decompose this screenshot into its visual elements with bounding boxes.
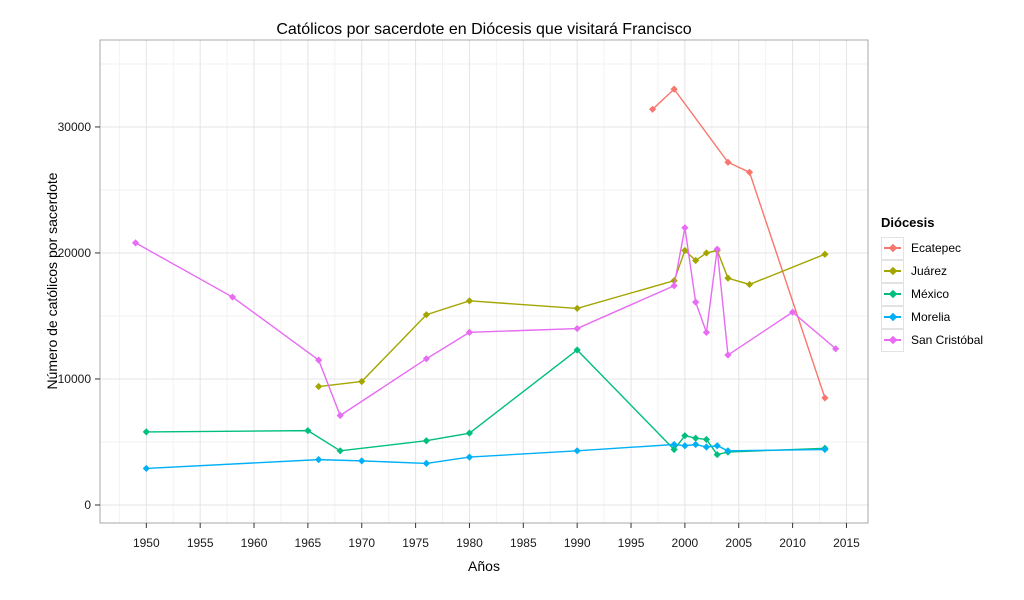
series-points-México [142, 346, 829, 459]
x-tick-label: 1965 [295, 536, 322, 550]
x-tick-label: 2000 [672, 536, 699, 550]
legend-items: Ecatepec Juárez México Morelia San Cristóbal [881, 236, 984, 352]
legend-title: Diócesis [881, 215, 935, 230]
chart-title: Católicos por sacerdote en Diócesis que … [276, 21, 692, 38]
y-tick-label: 20000 [58, 246, 92, 260]
y-tick-label: 0 [84, 498, 91, 512]
x-tick-label: 1950 [133, 536, 160, 550]
legend-label: San Cristóbal [911, 333, 984, 347]
legend-key-icon [881, 282, 904, 306]
legend: Diócesis Ecatepec Juárez México Morelia San … [881, 215, 983, 352]
legend-label: Morelia [911, 310, 951, 324]
series-line-México [146, 349, 825, 456]
x-tick-label: 1955 [187, 536, 214, 550]
legend-key-icon [881, 305, 904, 329]
x-tick-label: 2015 [833, 536, 860, 550]
legend-item-Morelia: Morelia [881, 305, 983, 329]
x-tick-label: 1960 [241, 536, 268, 550]
legend-label: Ecatepec [911, 241, 962, 255]
x-axis-title: Años [468, 558, 500, 574]
x-tick-label: 1970 [348, 536, 375, 550]
series-points-Ecatepec [648, 85, 829, 402]
legend-label: México [911, 287, 950, 301]
x-tick-label: 1975 [402, 536, 429, 550]
legend-key-icon [881, 259, 904, 283]
minor-gridlines [100, 40, 868, 523]
axis-tick-labels: 1950 1955 1960 1965 1970 1975 1980 1985 1990 1995… [58, 120, 861, 550]
x-tick-label: 2010 [779, 536, 806, 550]
legend-label: Juárez [911, 264, 948, 278]
x-tick-label: 1995 [618, 536, 645, 550]
x-tick-label: 1990 [564, 536, 591, 550]
y-tick-label: 10000 [58, 372, 92, 386]
series-points-San Cristóbal [131, 224, 840, 420]
x-tick-label: 1985 [510, 536, 537, 550]
legend-item-México: México [881, 282, 983, 306]
panel-border [99, 39, 869, 524]
series-points-Morelia [142, 440, 829, 473]
series-line-Morelia [146, 443, 825, 470]
y-tick-label: 30000 [58, 120, 92, 134]
legend-item-Ecatepec: Ecatepec [881, 236, 983, 260]
series-line-San Cristóbal [135, 227, 837, 417]
x-tick-label: 1980 [456, 536, 483, 550]
legend-item-San Cristóbal: San Cristóbal [881, 328, 984, 352]
legend-item-Juárez: Juárez [881, 259, 983, 283]
legend-key-icon [881, 236, 904, 260]
series-line-Juárez [318, 249, 826, 388]
legend-key-icon [881, 328, 904, 352]
axis-ticks [95, 126, 847, 528]
x-tick-label: 2005 [725, 536, 752, 550]
series-points-Juárez [315, 246, 829, 391]
y-axis-title: Número de católicos por sacerdote [44, 172, 60, 390]
